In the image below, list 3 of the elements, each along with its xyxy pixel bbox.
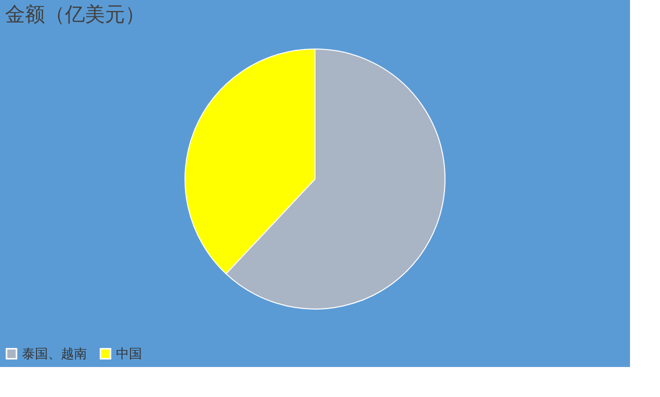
chart-title: 金额（亿美元） [5,2,145,26]
legend-label: 中国 [116,346,142,362]
legend-label: 泰国、越南 [22,346,87,362]
